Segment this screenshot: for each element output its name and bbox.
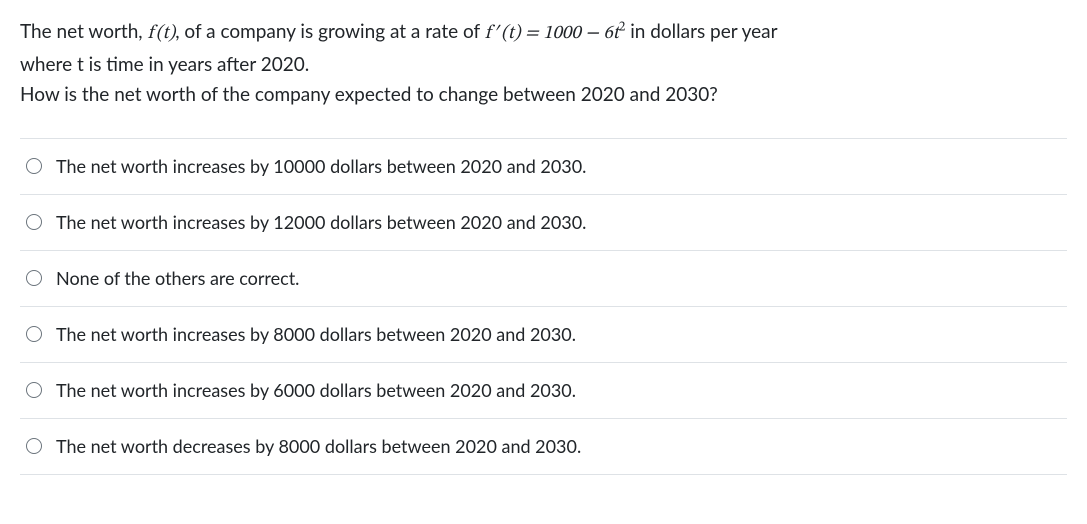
- option-label: The net worth increases by 12000 dollars…: [56, 209, 586, 236]
- option-row[interactable]: The net worth increases by 10000 dollars…: [20, 139, 1067, 195]
- math-num: 1000: [543, 24, 581, 43]
- math-term: 66t2: [603, 24, 625, 43]
- option-label: None of the others are correct.: [56, 265, 299, 292]
- radio-icon[interactable]: [26, 270, 42, 286]
- math-minus: −: [581, 24, 604, 43]
- radio-icon[interactable]: [26, 326, 42, 342]
- question-line-3: How is the net worth of the company expe…: [20, 81, 1067, 110]
- option-label: The net worth decreases by 8000 dollars …: [56, 433, 581, 460]
- math-eq: =: [521, 24, 544, 43]
- radio-icon[interactable]: [26, 382, 42, 398]
- radio-icon[interactable]: [26, 158, 42, 174]
- option-label: The net worth increases by 6000 dollars …: [56, 377, 576, 404]
- question-line-1: The net worth, f (t), of a company is gr…: [20, 18, 1067, 49]
- option-label: The net worth increases by 10000 dollars…: [56, 153, 586, 180]
- option-row[interactable]: None of the others are correct.: [20, 251, 1067, 307]
- option-row[interactable]: The net worth increases by 12000 dollars…: [20, 195, 1067, 251]
- option-row[interactable]: The net worth increases by 6000 dollars …: [20, 363, 1067, 419]
- radio-icon[interactable]: [26, 438, 42, 454]
- options-list: The net worth increases by 10000 dollars…: [20, 138, 1067, 475]
- option-row[interactable]: The net worth decreases by 8000 dollars …: [20, 419, 1067, 475]
- text-segment: in dollars per year: [625, 20, 777, 43]
- question-stem: The net worth, f (t), of a company is gr…: [20, 18, 1067, 110]
- math-deriv: f ′ (t): [485, 24, 521, 43]
- option-label: The net worth increases by 8000 dollars …: [56, 321, 576, 348]
- text-segment: The net worth,: [20, 20, 147, 43]
- math-fn: f (t): [147, 24, 175, 43]
- radio-icon[interactable]: [26, 214, 42, 230]
- option-row[interactable]: The net worth increases by 8000 dollars …: [20, 307, 1067, 363]
- text-segment: , of a company is growing at a rate of: [175, 20, 484, 43]
- question-line-2: where t is time in years after 2020.: [20, 51, 1067, 80]
